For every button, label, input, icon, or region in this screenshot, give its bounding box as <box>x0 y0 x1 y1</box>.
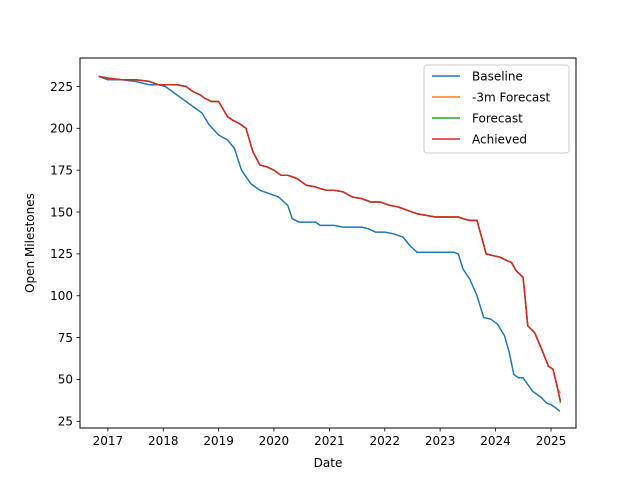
plot-frame <box>79 57 577 429</box>
y-tick-label: 25 <box>58 415 73 429</box>
x-tick-label: 2018 <box>148 434 179 448</box>
y-tick-label: 50 <box>58 373 73 387</box>
legend-label: -3m Forecast <box>472 91 551 105</box>
y-tick-label: 75 <box>58 331 73 345</box>
y-tick-label: 200 <box>50 122 73 136</box>
legend-label: Forecast <box>472 112 523 126</box>
x-tick-label: 2021 <box>314 434 345 448</box>
x-tick-label: 2017 <box>93 434 124 448</box>
series-layer <box>98 75 562 412</box>
legend-label: Baseline <box>472 70 523 84</box>
x-tick-label: 2024 <box>480 434 511 448</box>
legend: Baseline -3m Forecast Forecast Achieved <box>423 64 570 154</box>
x-tick-label: 2019 <box>203 434 234 448</box>
x-tick-label: 2025 <box>536 434 567 448</box>
x-tick-label: 2023 <box>425 434 456 448</box>
y-tick-label: 100 <box>50 289 73 303</box>
x-tick-label: 2020 <box>259 434 290 448</box>
series-line-achieved <box>98 75 562 402</box>
y-tick-label: 225 <box>50 80 73 94</box>
y-tick-label: 175 <box>50 163 73 177</box>
x-axis-label: Date <box>314 456 343 470</box>
y-tick-label: 125 <box>50 247 73 261</box>
legend-label: Achieved <box>472 133 527 147</box>
y-tick-label: 150 <box>50 205 73 219</box>
y-axis-label: Open Milestones <box>23 193 37 293</box>
x-axis: 2017 2018 2019 2020 2021 2022 2023 2024 2025 <box>93 428 567 448</box>
x-tick-label: 2022 <box>370 434 401 448</box>
series-line-baseline <box>98 75 561 412</box>
legend-frame <box>423 64 570 154</box>
y-axis: 25 50 75 100 125 150 175 200 225 <box>50 80 80 429</box>
